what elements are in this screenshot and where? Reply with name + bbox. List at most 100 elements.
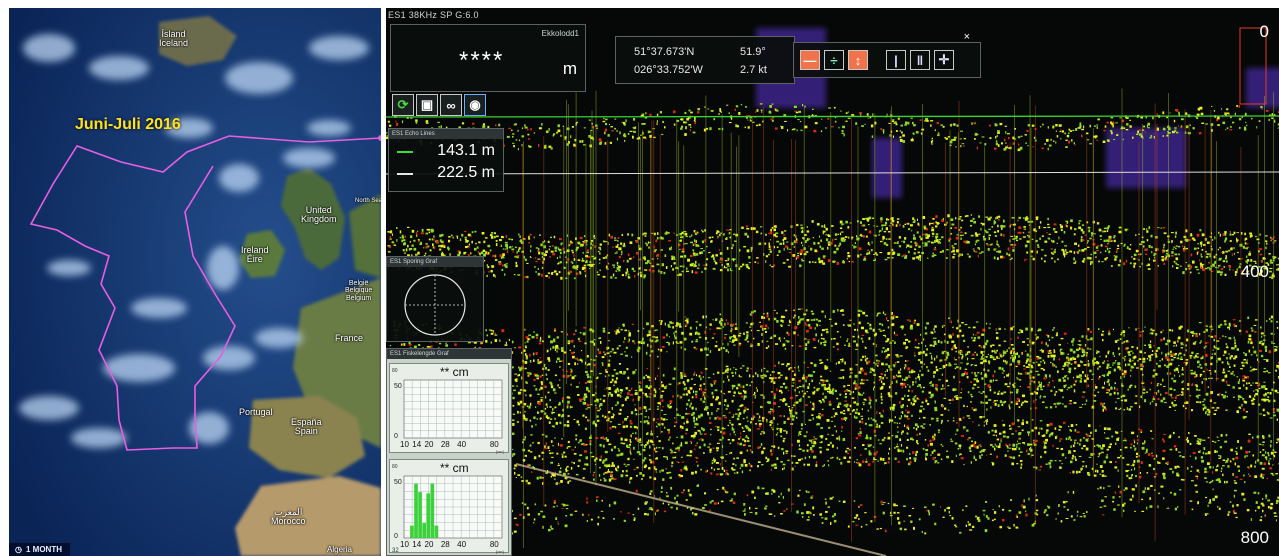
- split-horizontal-tool-icon[interactable]: ÷: [824, 50, 844, 70]
- echo-line-swatch: [397, 151, 413, 153]
- clock-icon: ◷: [15, 545, 22, 554]
- fish-length-mean: ** cm: [440, 461, 469, 475]
- map-label-line: France: [335, 333, 364, 343]
- map-label-line: Spain: [294, 426, 318, 437]
- fish-length-title: ES1 Fiskelengde Graf: [387, 349, 511, 359]
- fish-length-histogram-top: ** cm 80 50 0 10 14 20 28 40 80 [cm]: [389, 363, 509, 454]
- map-label-line: Portugal: [239, 407, 273, 417]
- record-icon[interactable]: ◉: [464, 94, 486, 116]
- x-tick-label: 80: [490, 440, 499, 449]
- fish-length-histogram-bottom: ** cm 80 50 0 10 14 20 28 40 80 [cm] 32: [389, 459, 509, 554]
- cruise-track-line: [29, 135, 381, 451]
- map-label-line: España: [291, 417, 322, 427]
- echo-lines-panel: ES1 Echo Lines 143.1 m 222.5 m: [388, 128, 504, 192]
- latitude-readout: 51°37.673'N: [634, 46, 695, 58]
- depth-scale-label: 400: [1240, 262, 1269, 281]
- ocean-track-map: Juni-Juli 2016 Ísland Iceland United Kingdo…: [9, 8, 381, 556]
- x-tick-label: 20: [425, 540, 434, 549]
- map-label-line: Belgique: [345, 287, 373, 295]
- map-label-line: België: [348, 280, 369, 287]
- navigation-panel: 51°37.673'N 51.9° 026°33.752'W 2.7 kt: [615, 36, 795, 84]
- crosshair-scope: [404, 274, 466, 336]
- vertical-line-tool-icon[interactable]: |: [886, 50, 906, 70]
- longitude-readout: 026°33.752'W: [634, 64, 703, 76]
- histogram-bar: [410, 525, 414, 538]
- x-tick-label: 28: [441, 540, 450, 549]
- depth-scale-label: 800: [1240, 528, 1269, 547]
- map-label-line: Morocco: [271, 516, 306, 527]
- map-label: België Belgique Belgium: [345, 280, 372, 302]
- echo-line-depth: 143.1 m: [437, 142, 495, 159]
- histogram-bar: [422, 523, 427, 538]
- map-label-line: Ísland: [161, 29, 186, 39]
- x-tick-label: 80: [490, 540, 499, 549]
- binoculars-icon[interactable]: ∞: [440, 94, 462, 116]
- x-axis-unit: [cm]: [496, 549, 504, 554]
- histogram-bar: [426, 493, 431, 538]
- depth-unit: m: [562, 59, 577, 78]
- map-label-line: Belgium: [345, 294, 372, 302]
- map-label: France: [335, 333, 364, 343]
- histogram-bar: [418, 492, 422, 538]
- y-tick-label: 0: [394, 433, 398, 440]
- move-tool-icon[interactable]: ✛: [934, 50, 954, 70]
- map-label: North Sea: [355, 198, 381, 204]
- tracking-graph-panel: ES1 Sporing Graf: [386, 256, 484, 342]
- y-tick-label: 0: [394, 533, 398, 540]
- map-label: Ireland Éire: [241, 245, 269, 265]
- x-tick-label: 20: [425, 440, 434, 449]
- map-title: Juni-Juli 2016: [75, 116, 181, 133]
- bottom-line-green[interactable]: [386, 115, 1279, 118]
- heading-readout: 51.9°: [740, 46, 766, 58]
- close-icon[interactable]: ×: [963, 31, 970, 43]
- map-label-line: Ireland: [241, 245, 269, 255]
- camera-icon[interactable]: ▣: [416, 94, 438, 116]
- echosounder-display: ES1 38KHz SP G:6.0 Ekkolodd1 **** m 51°3…: [386, 8, 1279, 556]
- bottom-line-white[interactable]: [386, 171, 1279, 175]
- depth-panel: Ekkolodd1 **** m: [390, 24, 586, 92]
- fish-length-panel: ES1 Fiskelengde Graf ** cm 80 50 0 10 14 20 28 4…: [386, 348, 512, 556]
- map-label: Algeria: [327, 545, 352, 554]
- y-tick-label: 50: [394, 479, 402, 486]
- map-label: España Spain: [291, 417, 322, 437]
- time-range-badge[interactable]: ◷ 1 MONTH: [9, 543, 70, 556]
- refresh-icon[interactable]: ⟳: [392, 94, 414, 116]
- y-axis-top-value: 80: [392, 368, 398, 374]
- echo-lines-title: ES1 Echo Lines: [389, 129, 503, 139]
- map-background: [9, 8, 381, 556]
- map-label: United Kingdom: [301, 205, 337, 225]
- y-axis-top-value: 80: [392, 464, 398, 470]
- map-label-line: Kingdom: [301, 214, 337, 225]
- x-axis-unit: [cm]: [496, 449, 504, 454]
- map-label-line: Iceland: [159, 38, 189, 49]
- fish-length-mean: ** cm: [440, 365, 469, 379]
- vertical-split-tool-icon[interactable]: ‖: [910, 50, 930, 70]
- tracking-graph-title: ES1 Sporing Graf: [387, 257, 483, 267]
- horizontal-line-tool-icon[interactable]: —: [800, 50, 820, 70]
- echo-line-swatch: [397, 173, 413, 175]
- depth-scale-label: 0: [1259, 22, 1269, 41]
- speed-readout: 2.7 kt: [740, 64, 767, 76]
- time-range-label: 1 MONTH: [25, 545, 62, 554]
- x-tick-label: 40: [457, 440, 466, 449]
- map-label-line: Éire: [246, 254, 263, 265]
- x-tick-label: 14: [412, 540, 421, 549]
- map-label-line: المغرب: [274, 507, 303, 517]
- land-masses: [159, 16, 381, 556]
- x-tick-label: 40: [457, 540, 466, 549]
- x-tick-label: 28: [441, 440, 450, 449]
- echogram-header: ES1 38KHz SP G:6.0: [388, 10, 479, 20]
- histogram-bar: [414, 483, 418, 538]
- x-tick-label: 10: [400, 540, 409, 549]
- map-label-line: Algeria: [327, 545, 352, 554]
- depth-panel-title: Ekkolodd1: [541, 29, 579, 38]
- histogram-bar: [430, 483, 435, 538]
- measure-toolbar: × — ÷ ↕ | ‖ ✛: [793, 31, 981, 78]
- map-label: Portugal: [239, 407, 273, 417]
- x-tick-label: 10: [400, 440, 409, 449]
- map-label: المغرب Morocco: [271, 507, 306, 527]
- x-tick-label: 14: [412, 440, 421, 449]
- vertical-expand-tool-icon[interactable]: ↕: [848, 50, 868, 70]
- map-label: Ísland Iceland: [159, 29, 189, 49]
- map-label-line: North Sea: [355, 198, 381, 204]
